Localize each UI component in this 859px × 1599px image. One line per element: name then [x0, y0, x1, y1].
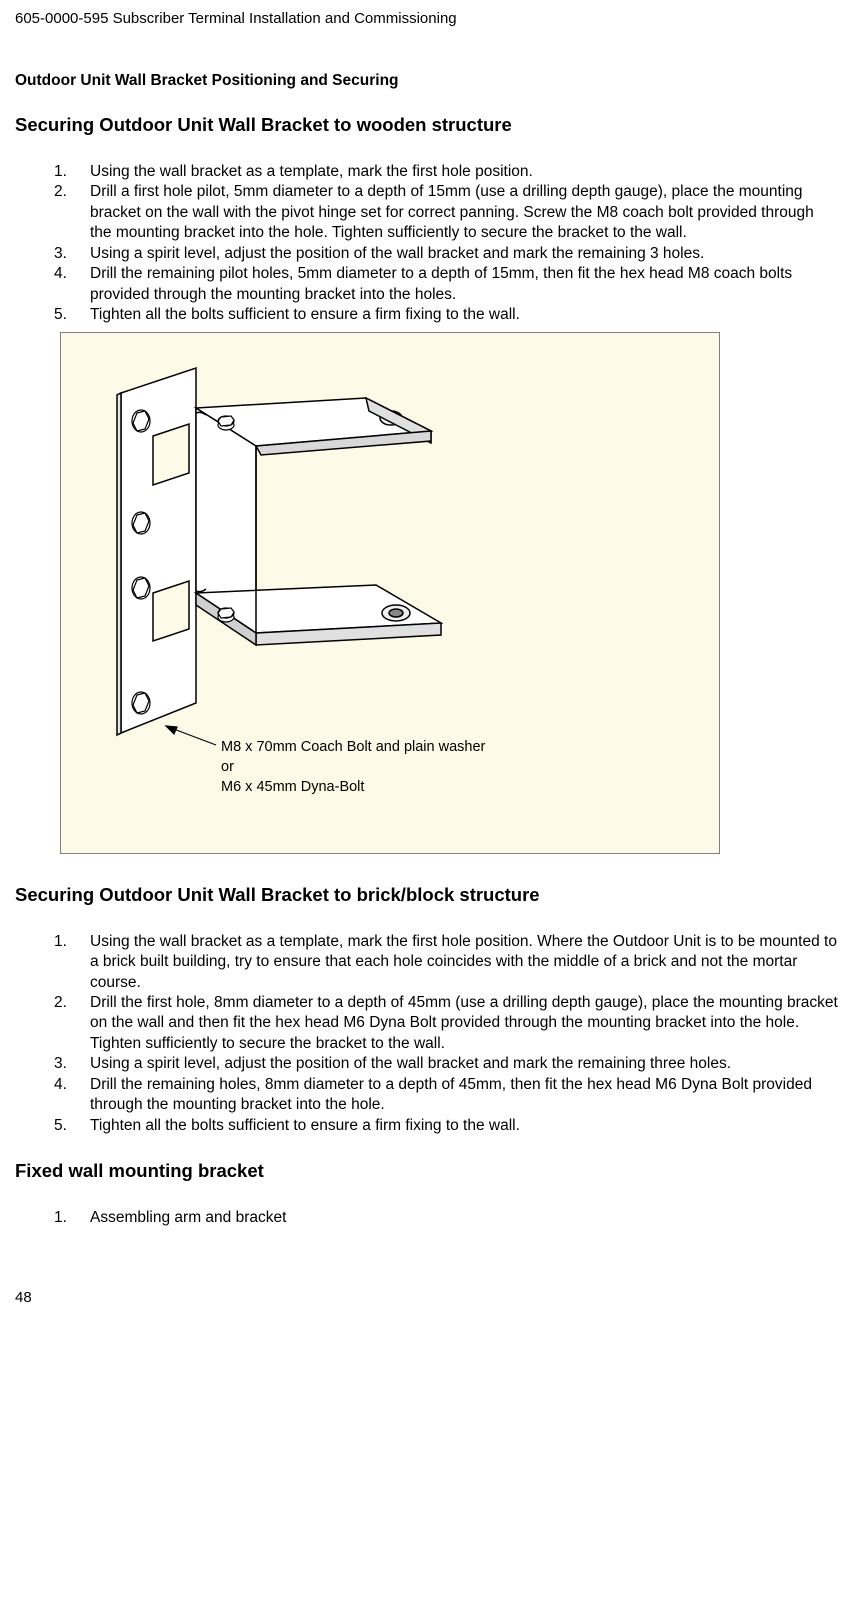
callout-text-3: M6 x 45mm Dyna-Bolt — [221, 779, 364, 795]
wall-flange — [117, 368, 196, 735]
bracket-figure: M8 x 70mm Coach Bolt and plain washer or… — [60, 332, 720, 854]
item-number: 3. — [54, 1054, 90, 1074]
item-number: 5. — [54, 1116, 90, 1136]
list-item: 4. Drill the remaining holes, 8mm diamet… — [54, 1075, 849, 1116]
item-text: Using a spirit level, adjust the positio… — [90, 244, 849, 264]
list-item: 1. Using the wall bracket as a template,… — [54, 932, 849, 993]
callout-arrow — [166, 726, 216, 745]
section-title: Outdoor Unit Wall Bracket Positioning an… — [10, 72, 849, 90]
u-bracket — [196, 398, 441, 645]
item-text: Drill a first hole pilot, 5mm diameter t… — [90, 182, 849, 243]
fixed-heading: Fixed wall mounting bracket — [10, 1160, 849, 1182]
item-text: Assembling arm and bracket — [90, 1208, 849, 1228]
item-number: 4. — [54, 264, 90, 305]
list-item: 2. Drill the first hole, 8mm diameter to… — [54, 993, 849, 1054]
wooden-heading: Securing Outdoor Unit Wall Bracket to wo… — [10, 114, 849, 136]
list-item: 1. Assembling arm and bracket — [54, 1208, 849, 1228]
item-text: Using a spirit level, adjust the positio… — [90, 1054, 849, 1074]
item-text: Drill the remaining pilot holes, 5mm dia… — [90, 264, 849, 305]
list-item: 3. Using a spirit level, adjust the posi… — [54, 1054, 849, 1074]
list-item: 2. Drill a first hole pilot, 5mm diamete… — [54, 182, 849, 243]
item-text: Using the wall bracket as a template, ma… — [90, 162, 849, 182]
item-number: 1. — [54, 162, 90, 182]
item-text: Tighten all the bolts sufficient to ensu… — [90, 1116, 849, 1136]
page-number: 48 — [10, 1289, 849, 1306]
item-number: 1. — [54, 1208, 90, 1228]
item-text: Drill the remaining holes, 8mm diameter … — [90, 1075, 849, 1116]
item-text: Using the wall bracket as a template, ma… — [90, 932, 849, 993]
list-item: 1. Using the wall bracket as a template,… — [54, 162, 849, 182]
list-item: 3. Using a spirit level, adjust the posi… — [54, 244, 849, 264]
list-item: 4. Drill the remaining pilot holes, 5mm … — [54, 264, 849, 305]
item-number: 3. — [54, 244, 90, 264]
item-number: 1. — [54, 932, 90, 993]
item-text: Tighten all the bolts sufficient to ensu… — [90, 305, 849, 325]
callout-text-1: M8 x 70mm Coach Bolt and plain washer — [221, 739, 486, 755]
item-number: 4. — [54, 1075, 90, 1116]
wooden-list: 1. Using the wall bracket as a template,… — [10, 162, 849, 326]
list-item: 5. Tighten all the bolts sufficient to e… — [54, 305, 849, 325]
callout-text-2: or — [221, 759, 234, 775]
item-number: 5. — [54, 305, 90, 325]
brick-heading: Securing Outdoor Unit Wall Bracket to br… — [10, 884, 849, 906]
item-number: 2. — [54, 182, 90, 243]
item-text: Drill the first hole, 8mm diameter to a … — [90, 993, 849, 1054]
doc-header: 605-0000-595 Subscriber Terminal Install… — [10, 10, 849, 27]
list-item: 5. Tighten all the bolts sufficient to e… — [54, 1116, 849, 1136]
brick-list: 1. Using the wall bracket as a template,… — [10, 932, 849, 1137]
item-number: 2. — [54, 993, 90, 1054]
fixed-list: 1. Assembling arm and bracket — [10, 1208, 849, 1228]
